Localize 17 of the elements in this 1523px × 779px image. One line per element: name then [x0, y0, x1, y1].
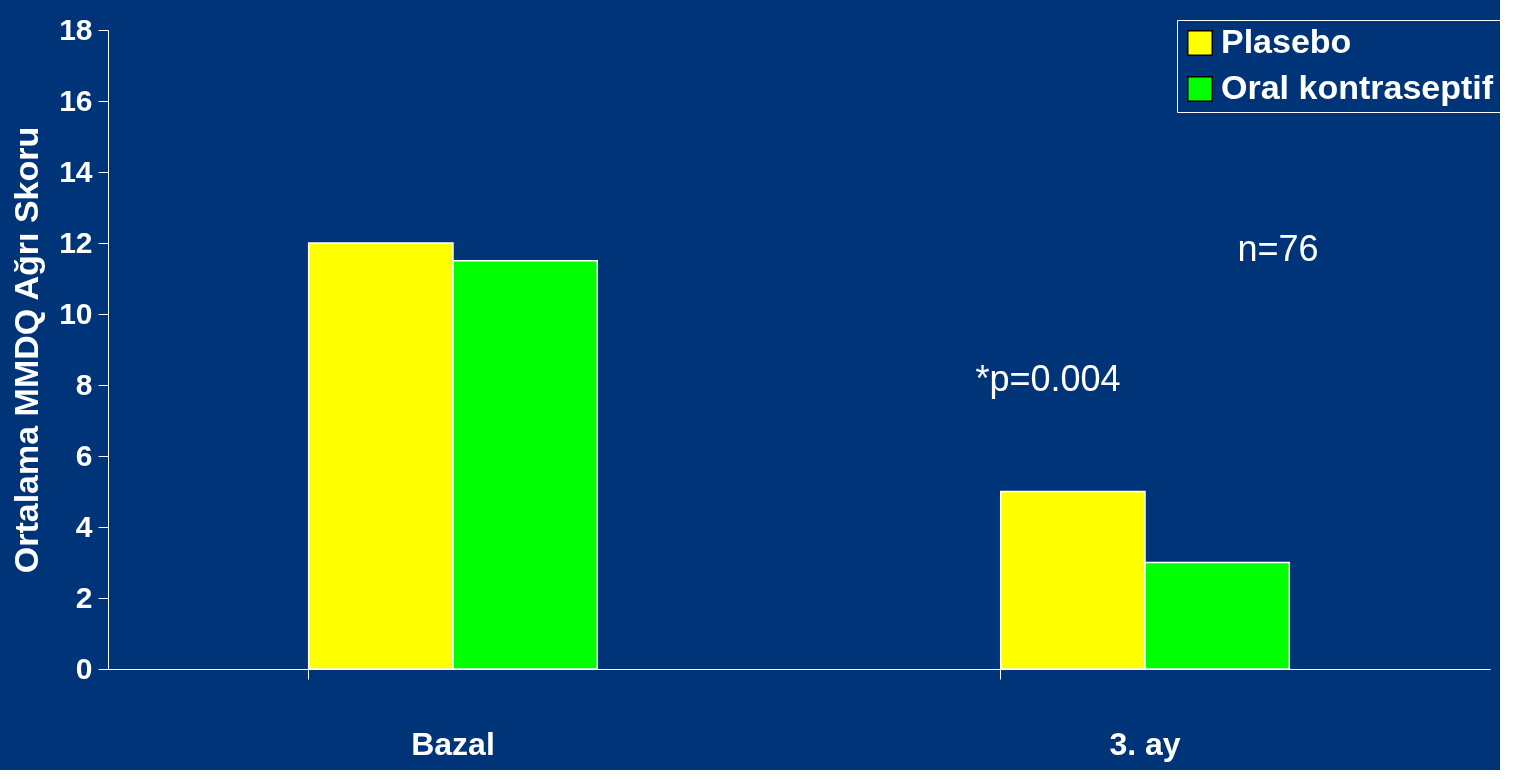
- y-tick-label: 12: [59, 225, 93, 259]
- x-tick-label: 3. ay: [1109, 725, 1181, 762]
- y-tick-label: 14: [59, 154, 93, 188]
- y-tick-label: 16: [59, 83, 93, 117]
- legend-label: Plasebo: [1221, 22, 1352, 60]
- annotation: n=76: [1237, 228, 1319, 269]
- y-tick-label: 8: [75, 367, 93, 401]
- y-tick-label: 2: [75, 580, 93, 614]
- x-tick-label: Bazal: [411, 725, 495, 762]
- y-tick-label: 6: [75, 438, 93, 472]
- y-tick-label: 0: [75, 651, 93, 685]
- y-axis-title: Ortalama MMDQ Ağrı Skoru: [7, 126, 46, 574]
- y-tick-label: 10: [59, 296, 93, 330]
- legend-label: Oral kontraseptif: [1221, 68, 1494, 106]
- y-tick-label: 18: [59, 12, 93, 46]
- annotation: *p=0.004: [975, 358, 1121, 399]
- y-tick-label: 4: [75, 509, 93, 543]
